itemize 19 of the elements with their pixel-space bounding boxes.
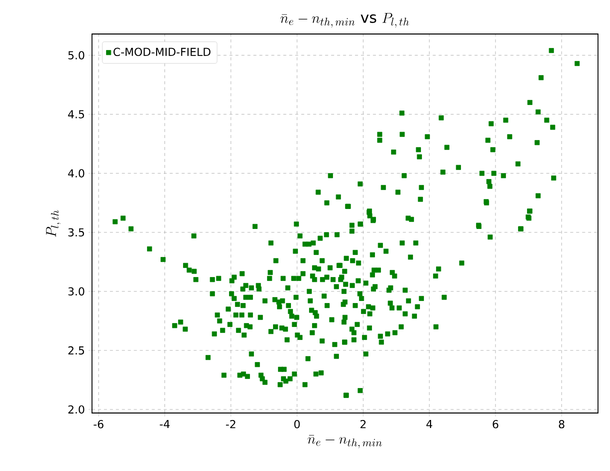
y-axis-title: $P_{l,\,th}$: [46, 210, 61, 237]
x-tick-label: 4: [426, 420, 432, 428]
x-tick-label: 8: [558, 420, 564, 428]
chart-title: $\bar{n}_e - n_{th,\,min}\ \mathrm{vs}\ P_{l,\,th}$: [280, 12, 409, 28]
x-tick-label: -2: [226, 420, 236, 428]
x-tick-label: 2: [360, 420, 366, 428]
x-tick-label: -6: [94, 420, 104, 428]
y-tick-label: 3.0: [68, 287, 84, 296]
y-tick-label: 2.0: [68, 405, 84, 414]
y-tick-label: 3.5: [68, 228, 84, 236]
y-tick-label: 2.5: [68, 346, 84, 355]
x-tick-label: 0: [294, 420, 300, 428]
x-axis-title: $\bar{n}_e - n_{th,\,min}$: [308, 435, 382, 448]
y-tick-label: 4.5: [68, 110, 84, 118]
y-tick-label: 5.0: [68, 51, 84, 60]
legend-label: C-MOD-MID-FIELD: [114, 48, 210, 56]
y-tick-label: 4.0: [68, 169, 84, 178]
x-tick-label: 6: [492, 420, 498, 428]
x-tick-label: -4: [160, 420, 170, 428]
